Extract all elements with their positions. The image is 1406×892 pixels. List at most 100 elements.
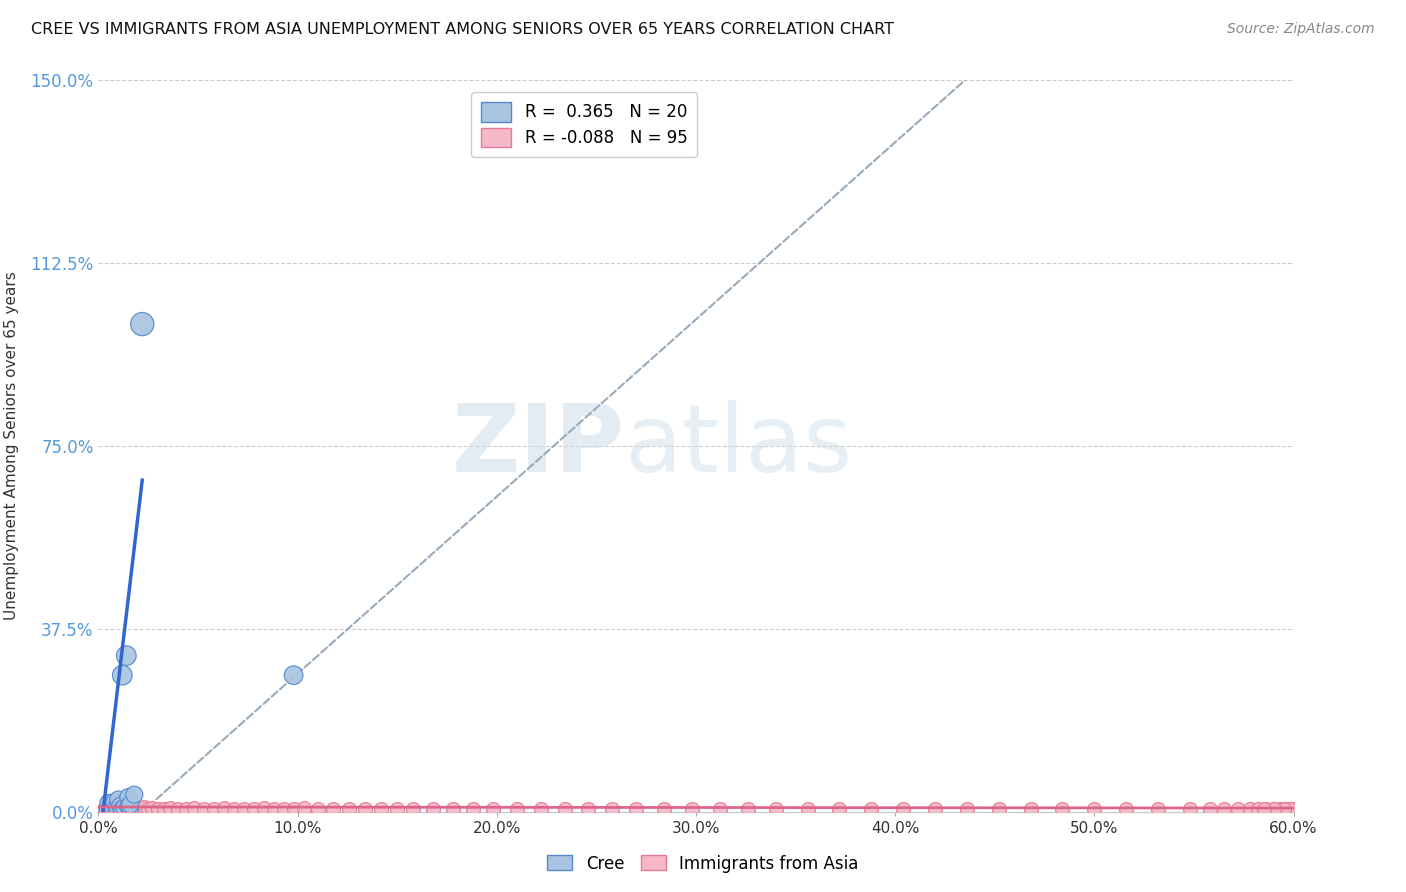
Point [765,802,787,816]
Point [602,802,624,816]
Text: Source: ZipAtlas.com: Source: ZipAtlas.com [1227,22,1375,37]
Point [506,802,529,816]
Point [283,802,305,816]
Point [243,802,266,816]
Point [283,668,305,682]
Point [101,800,124,814]
Point [129,801,152,815]
Point [110,798,132,813]
Point [626,802,648,816]
Point [112,802,135,816]
Point [131,802,153,816]
Point [402,802,425,816]
Point [97,795,120,809]
Point [1199,802,1222,816]
Point [202,802,225,816]
Point [1247,802,1270,816]
Point [461,802,484,816]
Text: ZIP: ZIP [451,400,624,492]
Point [1147,802,1170,816]
Point [385,802,409,816]
Point [112,801,135,815]
Point [120,801,142,815]
Point [370,802,392,816]
Point [956,802,979,816]
Point [107,802,129,816]
Point [212,801,235,815]
Point [1253,802,1275,816]
Point [422,802,444,816]
Point [110,802,132,816]
Point [115,798,138,813]
Point [121,802,143,816]
Point [441,802,464,816]
Point [1115,802,1137,816]
Point [124,802,146,816]
Point [103,802,125,816]
Point [111,801,134,815]
Point [1278,802,1301,816]
Point [115,648,138,663]
Point [153,802,176,816]
Point [167,802,190,816]
Point [891,802,914,816]
Point [131,317,153,331]
Point [1019,802,1042,816]
Point [796,802,818,816]
Point [117,790,139,805]
Point [554,802,576,816]
Point [652,802,675,816]
Point [1263,802,1285,816]
Point [148,802,170,816]
Point [232,802,254,816]
Point [174,802,197,816]
Point [1254,802,1277,816]
Point [127,802,149,816]
Point [183,801,205,815]
Point [737,802,759,816]
Point [159,801,181,815]
Point [530,802,553,816]
Point [860,802,883,816]
Y-axis label: Unemployment Among Seniors over 65 years: Unemployment Among Seniors over 65 years [4,272,20,620]
Point [222,802,245,816]
Point [709,802,731,816]
Point [107,800,129,814]
Point [111,802,134,816]
Point [111,668,134,682]
Point [1178,802,1201,816]
Point [924,802,946,816]
Point [107,802,129,816]
Point [96,801,118,815]
Point [105,797,128,812]
Point [1083,802,1105,816]
Point [828,802,851,816]
Point [292,801,315,815]
Text: atlas: atlas [624,400,852,492]
Point [103,795,125,809]
Point [97,796,120,810]
Point [98,801,122,815]
Point [354,802,377,816]
Point [1263,802,1285,816]
Point [307,802,329,816]
Point [97,798,120,813]
Text: CREE VS IMMIGRANTS FROM ASIA UNEMPLOYMENT AMONG SENIORS OVER 65 YEARS CORRELATIO: CREE VS IMMIGRANTS FROM ASIA UNEMPLOYMEN… [31,22,894,37]
Point [101,801,124,815]
Point [1278,802,1301,816]
Point [1052,802,1074,816]
Legend: R =  0.365   N = 20, R = -0.088   N = 95: R = 0.365 N = 20, R = -0.088 N = 95 [471,92,697,157]
Point [1272,802,1295,816]
Point [136,802,159,816]
Point [578,802,600,816]
Point [339,802,361,816]
Point [125,800,148,814]
Point [482,802,505,816]
Point [105,801,128,815]
Point [97,802,120,816]
Point [193,802,215,816]
Point [1239,802,1261,816]
Point [98,802,122,816]
Point [1226,802,1249,816]
Point [120,801,142,815]
